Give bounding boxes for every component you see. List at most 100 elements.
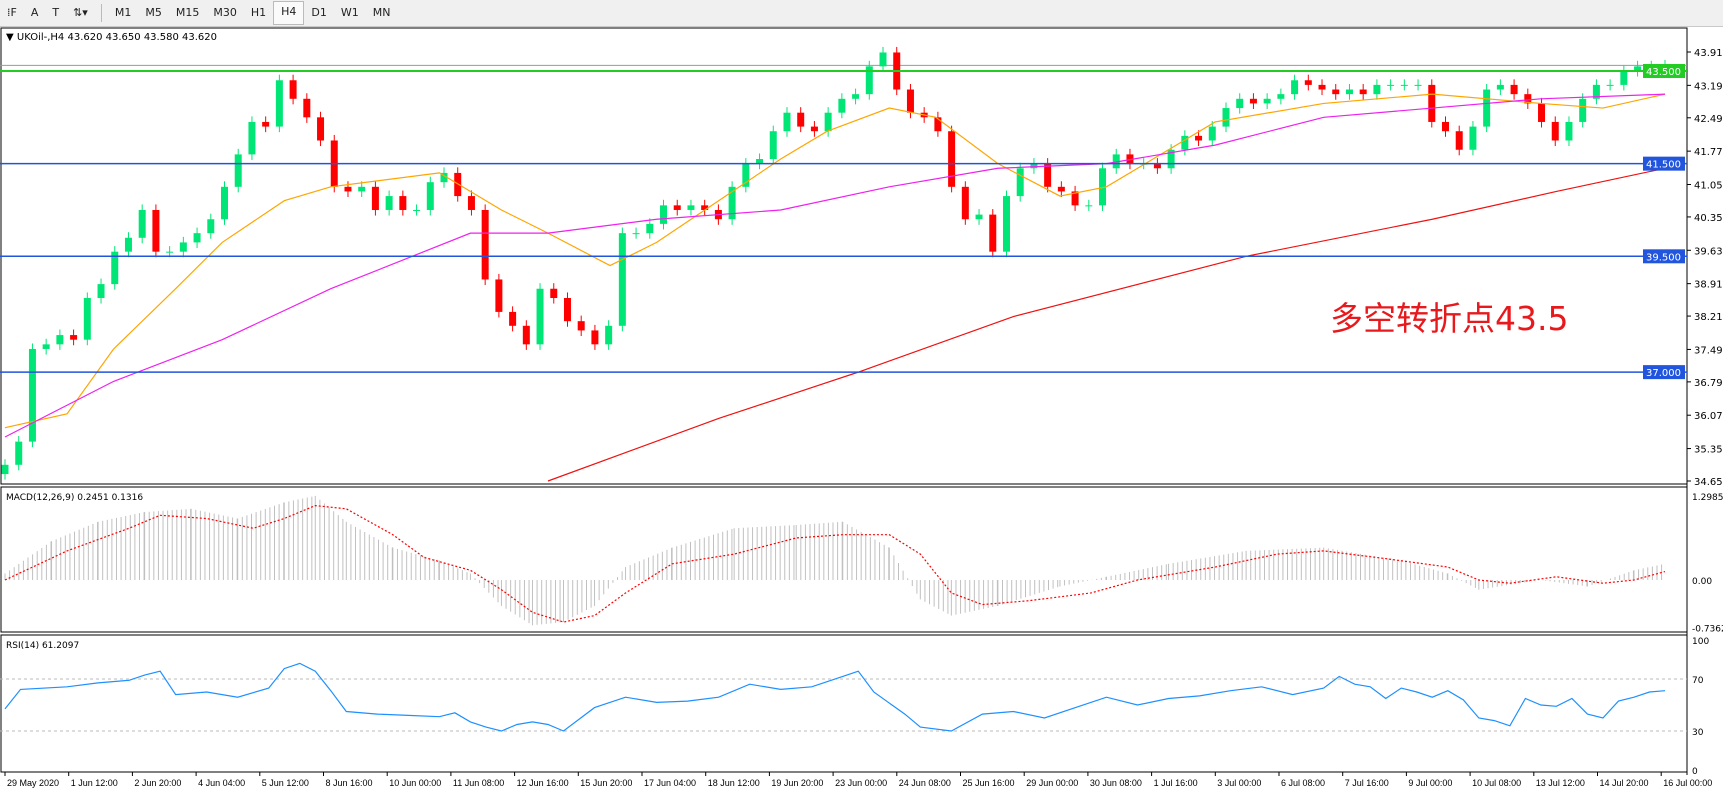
candle-body	[289, 80, 297, 99]
timeframe-w1[interactable]: W1	[340, 6, 359, 19]
time-label: 10 Jun 00:00	[389, 778, 441, 788]
candle-body	[1181, 135, 1189, 150]
candle-body	[618, 233, 626, 326]
candle-body	[15, 441, 23, 465]
candle-body	[1414, 84, 1422, 86]
candle-body	[1441, 121, 1449, 132]
candle-body	[1483, 89, 1491, 127]
price-tick-label: 35.350	[1694, 445, 1723, 456]
rsi-tick-label: 100	[1692, 637, 1709, 647]
time-label: 23 Jun 00:00	[835, 778, 887, 788]
toolbar: ⁞F A T ⇅▾ M1 M5 M15 M30 H1 H4 D1 W1 MN	[0, 0, 1723, 27]
time-label: 8 Jun 16:00	[326, 778, 373, 788]
time-label: 17 Jun 04:00	[644, 778, 696, 788]
text-tool-icon[interactable]: A	[30, 6, 39, 19]
candle-body	[42, 344, 50, 349]
candle-body	[56, 335, 64, 345]
timeframe-m15[interactable]: M15	[175, 6, 200, 19]
candle-body	[413, 209, 421, 211]
candle-body	[70, 335, 78, 340]
timeframe-h1[interactable]: H1	[250, 6, 267, 19]
rsi-tick-label: 30	[1692, 728, 1704, 738]
candle-body	[1496, 84, 1504, 90]
candle-body	[728, 186, 736, 220]
candle-body	[522, 325, 530, 345]
rsi-tick-label: 70	[1692, 676, 1704, 686]
candle-body	[536, 288, 544, 345]
candle-body	[605, 325, 613, 345]
candle-body	[769, 131, 777, 160]
price-tick-label: 38.910	[1694, 280, 1723, 291]
price-tick-label: 41.050	[1694, 180, 1723, 191]
macd-title: MACD(12,26,9) 0.2451 0.1316	[6, 493, 143, 503]
candle-body	[961, 186, 969, 220]
candle-body	[1455, 131, 1463, 150]
candle-body	[701, 205, 709, 210]
toolbar-separator	[100, 4, 102, 22]
moving-average-line-2	[547, 167, 1666, 482]
rsi-tick-label: 0	[1692, 767, 1698, 777]
candle-body	[879, 52, 887, 67]
candle-body	[1469, 126, 1477, 150]
candle-body	[852, 94, 860, 99]
candle-body	[1304, 80, 1312, 85]
candle-body	[111, 251, 119, 285]
candle-body	[810, 126, 818, 132]
candle-body	[1112, 154, 1120, 169]
candle-body	[1071, 191, 1079, 206]
candle-body	[83, 298, 91, 340]
panel-rsi	[0, 634, 1688, 773]
candle-body	[1016, 168, 1024, 197]
candle-body	[371, 186, 379, 210]
candle-body	[426, 182, 434, 210]
candle-body	[577, 321, 585, 331]
timeframe-m5[interactable]: M5	[145, 6, 162, 19]
candle-body	[1428, 84, 1436, 122]
rsi-title: RSI(14) 61.2097	[6, 641, 79, 651]
candle-body	[673, 205, 681, 210]
arrows-tool-icon[interactable]: ⇅▾	[73, 6, 88, 19]
timeframe-mn[interactable]: MN	[372, 6, 391, 19]
candle-body	[1620, 70, 1628, 85]
time-label: 13 Jul 12:00	[1536, 778, 1585, 788]
candle-body	[1249, 98, 1257, 104]
level-label-bg	[1643, 63, 1685, 78]
candle-body	[660, 205, 668, 224]
time-label: 19 Jun 20:00	[771, 778, 823, 788]
candle-body	[646, 223, 654, 234]
candle-body	[1592, 84, 1600, 99]
candle-body	[1373, 84, 1381, 95]
time-label: 9 Jul 00:00	[1408, 778, 1452, 788]
fibo-tool-icon[interactable]: ⁞F	[7, 6, 17, 19]
candle-body	[467, 196, 475, 210]
time-label: 7 Jul 16:00	[1345, 778, 1389, 788]
candle-body	[275, 80, 283, 127]
rsi-line	[4, 662, 1666, 732]
timeframe-m1[interactable]: M1	[114, 6, 132, 19]
timeframe-h4[interactable]: H4	[273, 1, 305, 25]
candle-body	[1579, 98, 1587, 122]
candle-body	[166, 251, 174, 253]
time-label: 14 Jul 20:00	[1600, 778, 1649, 788]
candle-body	[385, 196, 393, 210]
macd-tick-label: 0.00	[1692, 577, 1712, 587]
macd-tick-label: -0.7362	[1692, 625, 1723, 635]
level-label: 39.500	[1646, 252, 1681, 263]
price-tick-label: 36.790	[1694, 378, 1723, 389]
level-label: 43.500	[1646, 67, 1681, 78]
candle-body	[824, 112, 832, 132]
candle-body	[1345, 89, 1353, 95]
candle-body	[1332, 89, 1340, 95]
label-tool-icon[interactable]: T	[52, 6, 60, 19]
candle-body	[1057, 186, 1065, 192]
time-label: 4 Jun 04:00	[198, 778, 245, 788]
candle-body	[756, 159, 764, 164]
timeframe-m30[interactable]: M30	[213, 6, 237, 19]
time-label: 29 Jun 00:00	[1026, 778, 1078, 788]
candle-body	[28, 348, 36, 442]
candle-body	[399, 196, 407, 210]
candle-body	[797, 112, 805, 127]
timeframe-d1[interactable]: D1	[311, 6, 327, 19]
price-tick-label: 41.770	[1694, 147, 1723, 158]
